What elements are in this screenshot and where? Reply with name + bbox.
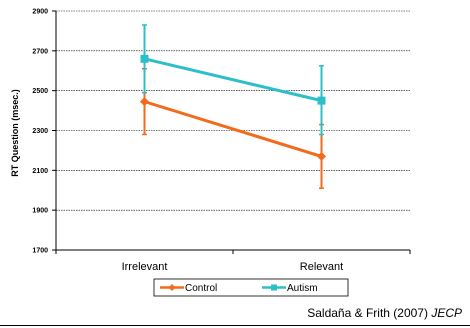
data-point <box>140 54 149 63</box>
series-autism <box>140 24 326 136</box>
legend-label: Control <box>185 283 217 294</box>
y-tick-label: 1900 <box>32 208 48 215</box>
y-axis-label: RT Question (msec.) <box>10 89 20 177</box>
bottom-rule <box>0 325 470 326</box>
series-line <box>144 100 322 158</box>
legend-swatch-marker <box>168 284 176 291</box>
series-line <box>144 57 322 103</box>
legend-swatch-marker <box>271 284 277 291</box>
legend-label: Autism <box>287 283 318 294</box>
axes <box>52 10 411 254</box>
citation-authors: Saldaña & Frith (2007) <box>307 306 428 320</box>
data-point <box>317 96 326 105</box>
legend: Control Autism <box>153 278 349 297</box>
x-tick-labels: Irrelevant Relevant <box>122 261 344 273</box>
data-point <box>140 97 149 107</box>
x-tick-label: Relevant <box>300 261 343 273</box>
x-tick-label: Irrelevant <box>122 261 168 273</box>
legend-box <box>153 278 349 297</box>
series <box>140 24 326 190</box>
y-tick-label: 2700 <box>32 48 48 55</box>
y-tick-label: 1700 <box>32 248 48 255</box>
citation-journal: JECP <box>431 306 462 320</box>
y-tick-labels: 1700 1900 2100 2300 2500 2700 2900 <box>32 9 48 255</box>
y-tick-label: 2500 <box>32 88 48 95</box>
y-tick-label: 2100 <box>32 168 48 175</box>
citation: Saldaña & Frith (2007) JECP <box>307 306 462 320</box>
y-tick-label: 2900 <box>32 9 48 16</box>
data-point <box>317 151 326 161</box>
y-tick-label: 2300 <box>32 128 48 135</box>
series-control <box>140 68 326 190</box>
grid-lines <box>56 10 410 211</box>
